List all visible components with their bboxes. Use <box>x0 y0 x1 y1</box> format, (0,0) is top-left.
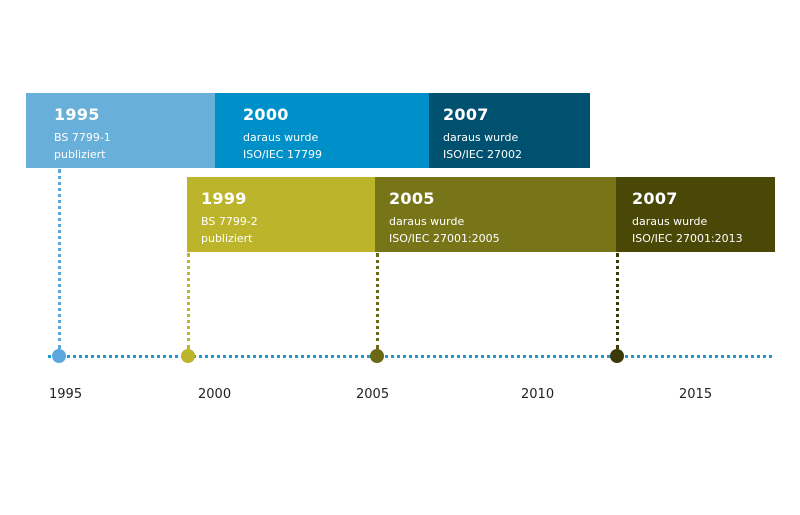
timeline-box-2007-iso27002: 2007 daraus wurde ISO/IEC 27002 <box>429 93 590 168</box>
box-year: 1995 <box>54 105 100 124</box>
axis-tick-2005: 2005 <box>356 387 390 402</box>
connector-1995 <box>58 169 61 349</box>
milestone-dot-1995 <box>52 349 66 363</box>
connector-2005 <box>376 253 379 349</box>
axis-tick-2000: 2000 <box>198 387 232 402</box>
box-text-line1: daraus wurde <box>243 131 319 144</box>
axis-tick-2010: 2010 <box>521 387 555 402</box>
box-text-line2: ISO/IEC 27001:2005 <box>389 232 500 245</box>
axis-tick-2015: 2015 <box>679 387 713 402</box>
box-year: 2000 <box>243 105 289 124</box>
timeline-box-1999-bs7799-2: 1999 BS 7799-2 publiziert <box>187 177 375 252</box>
box-year: 2007 <box>632 189 678 208</box>
connector-2007 <box>616 253 619 349</box>
timeline-box-2007-iso27001-2013: 2007 daraus wurde ISO/IEC 27001:2013 <box>616 177 775 252</box>
box-text-line2: publiziert <box>54 148 106 161</box>
box-year: 1999 <box>201 189 247 208</box>
box-text-line2: ISO/IEC 17799 <box>243 148 322 161</box>
milestone-dot-1999 <box>181 349 195 363</box>
box-text-line1: daraus wurde <box>389 215 465 228</box>
box-text-line1: BS 7799-2 <box>201 215 258 228</box>
milestone-dot-2005 <box>370 349 384 363</box>
box-text-line2: ISO/IEC 27002 <box>443 148 522 161</box>
timeline-axis <box>48 355 772 358</box>
milestone-dot-2007 <box>610 349 624 363</box>
box-text-line1: BS 7799-1 <box>54 131 111 144</box>
box-text-line1: daraus wurde <box>443 131 519 144</box>
box-text-line2: ISO/IEC 27001:2013 <box>632 232 743 245</box>
timeline-box-2005-iso27001-2005: 2005 daraus wurde ISO/IEC 27001:2005 <box>375 177 616 252</box>
connector-1999 <box>187 253 190 349</box>
box-text-line1: daraus wurde <box>632 215 708 228</box>
timeline-box-1995-bs7799-1: 1995 BS 7799-1 publiziert <box>26 93 215 168</box>
timeline-box-2000-iso17799: 2000 daraus wurde ISO/IEC 17799 <box>215 93 429 168</box>
box-text-line2: publiziert <box>201 232 253 245</box>
box-year: 2007 <box>443 105 489 124</box>
box-year: 2005 <box>389 189 435 208</box>
axis-tick-1995: 1995 <box>49 387 83 402</box>
